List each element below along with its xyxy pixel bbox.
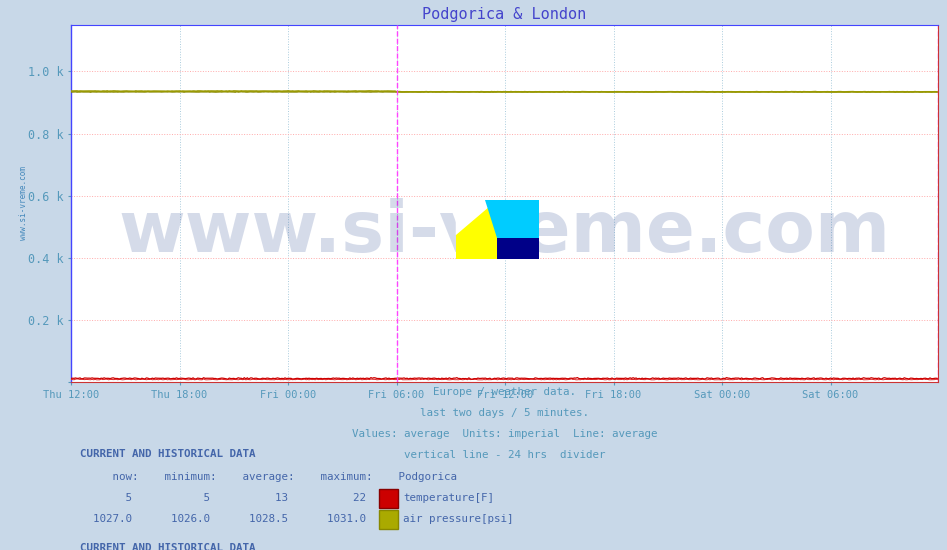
Text: vertical line - 24 hrs  divider: vertical line - 24 hrs divider xyxy=(403,450,605,460)
Text: www.si-vreme.com: www.si-vreme.com xyxy=(19,167,27,240)
Text: 5           5          13          22: 5 5 13 22 xyxy=(80,493,366,503)
Text: now:    minimum:    average:    maximum:    Podgorica: now: minimum: average: maximum: Podgoric… xyxy=(80,471,456,482)
Text: temperature[F]: temperature[F] xyxy=(402,493,494,503)
Bar xyxy=(497,200,539,238)
Bar xyxy=(379,510,398,529)
Text: air pressure[psi]: air pressure[psi] xyxy=(402,514,513,524)
Polygon shape xyxy=(456,200,497,235)
Polygon shape xyxy=(485,200,497,238)
Bar xyxy=(456,200,497,259)
Text: www.si-vreme.com: www.si-vreme.com xyxy=(118,197,890,267)
Text: CURRENT AND HISTORICAL DATA: CURRENT AND HISTORICAL DATA xyxy=(80,543,255,550)
Text: Europe / weather data.: Europe / weather data. xyxy=(433,387,576,397)
Text: CURRENT AND HISTORICAL DATA: CURRENT AND HISTORICAL DATA xyxy=(80,449,255,459)
Title: Podgorica & London: Podgorica & London xyxy=(422,7,586,22)
Bar xyxy=(497,238,539,259)
Text: 1027.0      1026.0      1028.5      1031.0: 1027.0 1026.0 1028.5 1031.0 xyxy=(80,514,366,524)
Text: last two days / 5 minutes.: last two days / 5 minutes. xyxy=(420,408,589,418)
Bar xyxy=(379,490,398,508)
Text: Values: average  Units: imperial  Line: average: Values: average Units: imperial Line: av… xyxy=(351,429,657,439)
